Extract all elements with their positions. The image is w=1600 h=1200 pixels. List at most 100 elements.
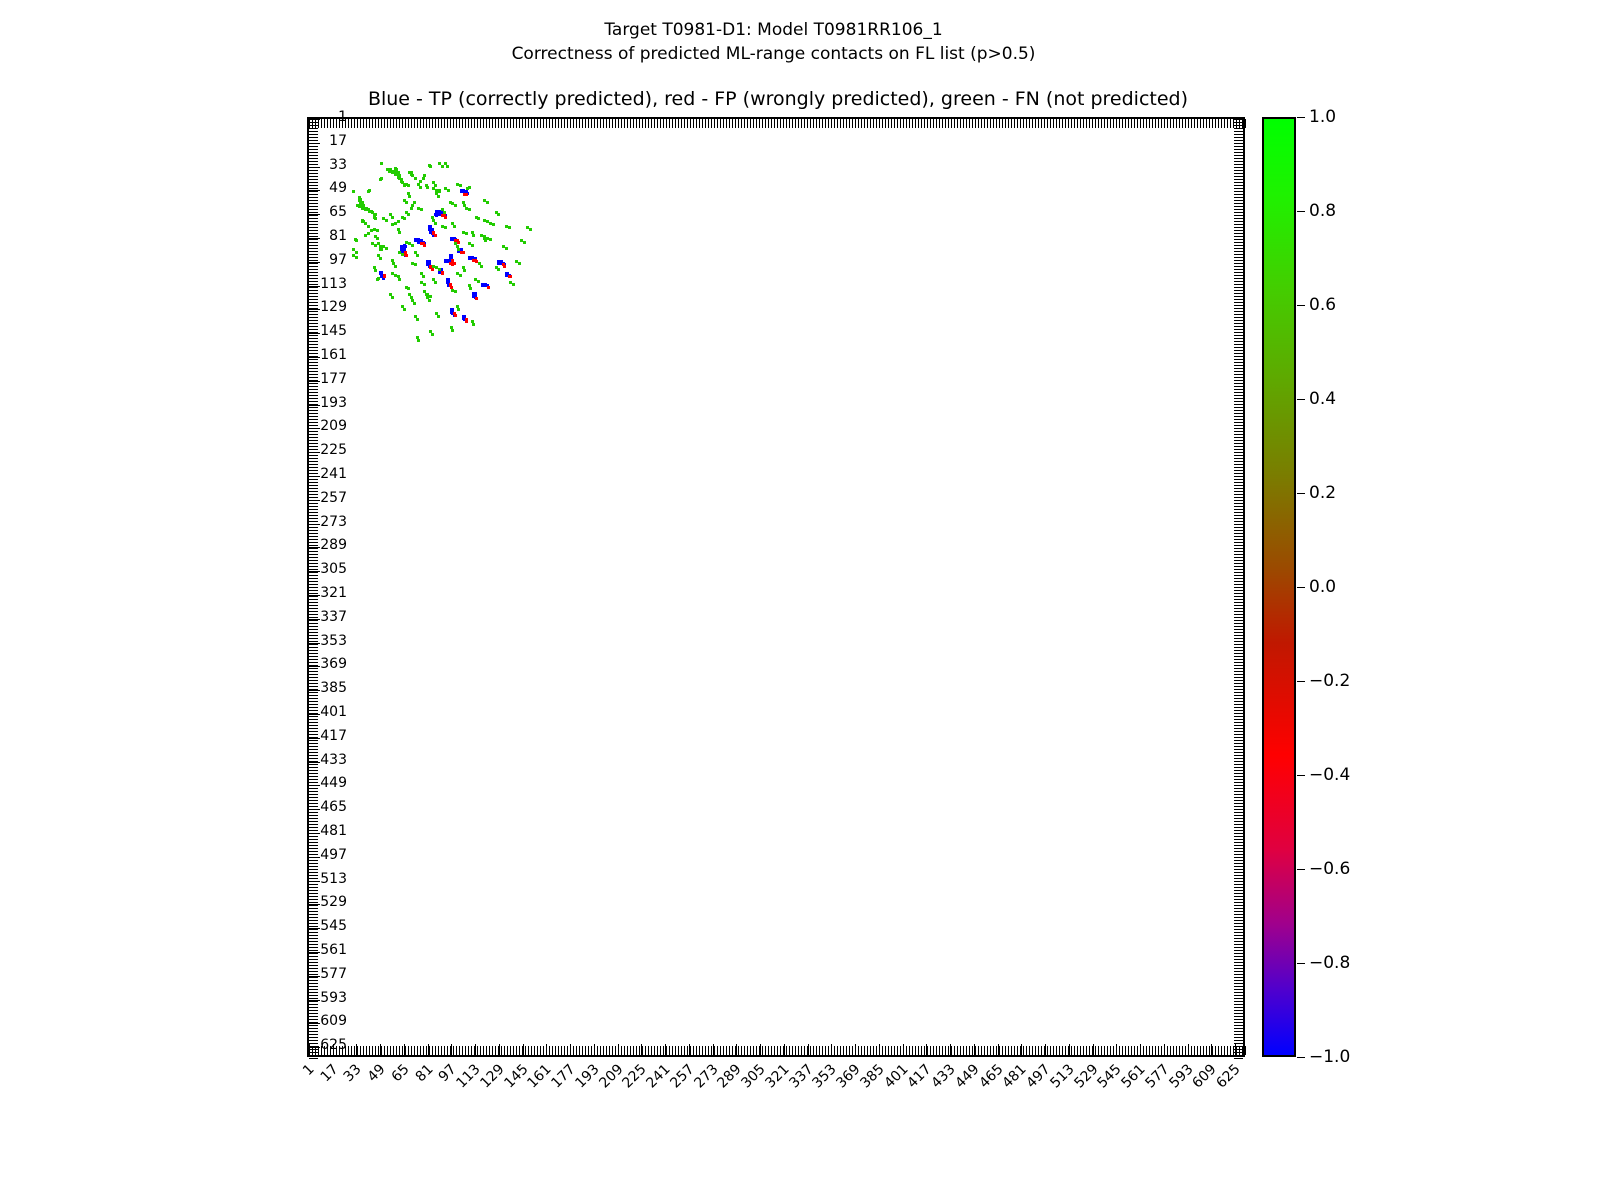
data-point	[352, 254, 356, 258]
data-point	[448, 200, 452, 204]
colorbar-tick	[1297, 775, 1305, 776]
x-major-tick	[498, 1044, 500, 1055]
data-point	[398, 251, 402, 255]
data-point	[357, 205, 361, 209]
data-point	[432, 181, 436, 185]
x-major-tick	[1021, 1044, 1023, 1055]
data-point	[473, 278, 477, 282]
data-point	[479, 264, 483, 268]
data-point	[363, 233, 367, 237]
x-major-tick	[950, 1044, 952, 1055]
y-major-tick	[309, 1023, 320, 1025]
data-point	[427, 227, 431, 231]
data-point	[427, 298, 431, 302]
data-point	[409, 206, 413, 210]
data-point	[355, 255, 358, 259]
data-point	[355, 239, 358, 243]
data-point	[525, 226, 529, 230]
data-point	[427, 260, 431, 264]
data-point	[470, 230, 474, 234]
y-major-tick	[309, 475, 320, 477]
x-major-tick	[1211, 1044, 1213, 1055]
colorbar-tick-label: 0.4	[1309, 389, 1337, 409]
data-point	[448, 282, 452, 286]
y-tick-label: 113	[320, 275, 347, 292]
color-legend-text: Blue - TP (correctly predicted), red - F…	[367, 88, 1189, 110]
data-point	[423, 174, 427, 178]
data-point	[478, 261, 482, 265]
x-major-tick	[855, 1044, 857, 1055]
data-point	[429, 224, 433, 228]
title-line-2: Correctness of predicted ML-range contac…	[511, 44, 1036, 64]
data-point	[472, 322, 476, 326]
x-major-tick	[831, 1044, 833, 1055]
y-tick-label: 465	[320, 799, 347, 816]
y-major-tick	[309, 856, 320, 858]
colorbar-tick-label: −1.0	[1309, 1047, 1351, 1067]
data-point	[433, 221, 437, 225]
y-tick-label: 81	[329, 227, 347, 244]
data-point	[439, 267, 443, 271]
y-tick-label: 209	[320, 418, 347, 435]
data-point	[504, 273, 508, 277]
data-point	[452, 236, 456, 240]
data-point	[445, 165, 449, 169]
data-point	[429, 330, 433, 334]
data-point	[454, 290, 458, 294]
data-point	[457, 248, 461, 252]
data-point	[396, 175, 400, 179]
data-canvas	[309, 119, 1243, 1055]
data-point	[381, 245, 385, 249]
data-point	[455, 182, 459, 186]
colorbar-tick-label: −0.6	[1309, 859, 1351, 879]
data-point	[433, 184, 437, 188]
data-point	[432, 278, 436, 282]
data-point	[420, 281, 424, 285]
minor-ticks-bottom	[309, 1046, 1247, 1055]
data-point	[497, 267, 501, 271]
x-major-tick	[1187, 1044, 1189, 1055]
data-point	[482, 199, 486, 203]
data-point	[417, 240, 421, 244]
data-point	[418, 185, 422, 189]
data-point	[476, 279, 480, 283]
data-point	[411, 174, 415, 178]
data-point	[414, 251, 418, 255]
x-major-tick	[1092, 1044, 1094, 1055]
data-point	[402, 248, 406, 252]
data-point	[430, 215, 434, 219]
data-point	[435, 214, 439, 218]
colorbar-tick	[1297, 305, 1305, 306]
data-point	[479, 233, 483, 237]
data-point	[396, 227, 400, 231]
x-major-tick	[878, 1044, 880, 1055]
data-point	[450, 310, 453, 314]
data-point	[461, 230, 465, 234]
y-major-tick	[309, 904, 320, 906]
data-point	[444, 187, 448, 191]
x-major-tick	[403, 1044, 405, 1055]
data-point	[472, 233, 476, 237]
data-point	[441, 165, 445, 169]
minor-ticks-left	[309, 119, 318, 1059]
data-point	[438, 267, 442, 271]
data-point	[374, 269, 378, 273]
data-point	[444, 260, 448, 264]
colorbar-tick-label: 0.6	[1309, 295, 1337, 315]
y-tick-label: 385	[320, 680, 347, 697]
data-point	[384, 246, 388, 250]
x-major-tick	[973, 1044, 975, 1055]
data-point	[409, 171, 413, 175]
y-major-tick	[309, 761, 320, 763]
y-major-tick	[309, 951, 320, 953]
data-point	[467, 284, 471, 288]
data-point	[491, 223, 495, 227]
data-point	[414, 315, 418, 319]
data-point	[378, 248, 382, 252]
y-tick-label: 449	[320, 775, 347, 792]
data-point	[405, 200, 409, 204]
y-major-tick	[309, 523, 320, 525]
y-major-tick	[309, 499, 320, 501]
data-point	[438, 212, 442, 216]
data-point	[482, 236, 486, 240]
